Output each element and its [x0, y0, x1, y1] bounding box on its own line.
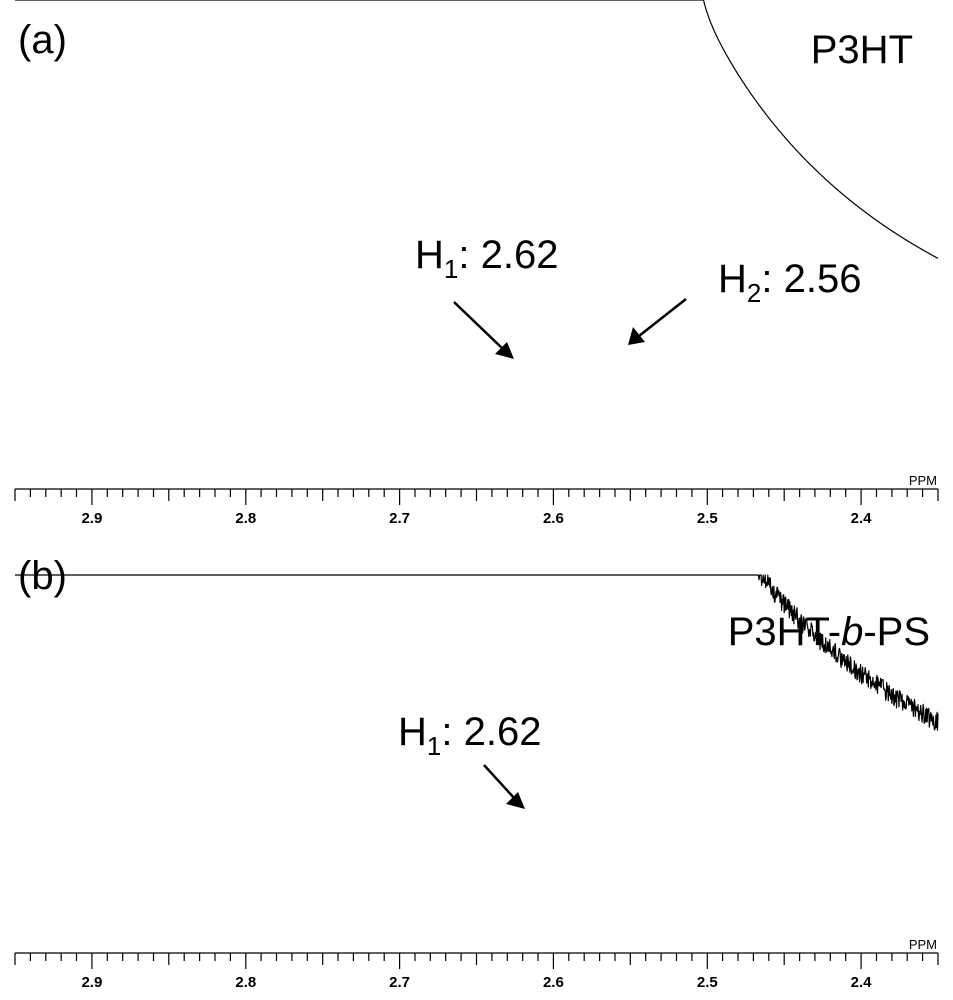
panel-b-spectrum-line	[14, 574, 939, 731]
panel-a-sample-label: P3HT	[811, 28, 913, 72]
panel-b-h1-arrowhead	[506, 792, 525, 809]
panel-a-h1-label: H1: 2.62	[415, 233, 558, 284]
tick-label: 2.5	[697, 974, 718, 991]
panel-b-ticks: 2.9 2.8 2.7 2.6 2.5 2.4	[14, 953, 939, 991]
panel-a-label: (a)	[18, 18, 67, 62]
tick-label: 2.6	[543, 974, 564, 991]
panel-a-h2-arrowhead	[628, 327, 645, 345]
tick-label: 2.4	[851, 510, 873, 527]
tick-label: 2.5	[697, 510, 718, 527]
panel-b-h1-annotation: H1: 2.62	[398, 710, 541, 809]
panel-b-label: (b)	[18, 554, 67, 598]
tick-label: 2.7	[389, 974, 410, 991]
panel-a-ticks: 2.9 2.8 2.7 2.6 2.5 2.4	[14, 489, 939, 527]
tick-label: 2.9	[81, 510, 102, 527]
tick-label: 2.6	[543, 510, 564, 527]
panel-b-sample-label: P3HT-b-PS	[728, 610, 930, 654]
panel-a-h1-annotation: H1: 2.62	[415, 233, 558, 359]
panel-a-h1-arrow-line	[453, 301, 504, 350]
panel-b-x-axis: 2.9 2.8 2.7 2.6 2.5 2.4 PPM	[14, 937, 939, 991]
panel-b-axis-unit: PPM	[909, 937, 937, 952]
tick-label: 2.8	[235, 974, 256, 991]
panel-a-h2-annotation: H2: 2.56	[628, 257, 861, 345]
panel-a-axis-unit: PPM	[909, 473, 937, 488]
tick-label: 2.4	[851, 974, 873, 991]
panel-b-h1-arrow-line	[483, 764, 516, 800]
panel-a-spectrum-line	[14, 0, 939, 259]
panel-a-x-axis: 2.9 2.8 2.7 2.6 2.5 2.4 PPM	[14, 473, 939, 527]
panel-a: (a) P3HT H1: 2.62 H2: 2.56 2.9 2.8 2.7 2.6 2…	[14, 0, 939, 527]
panel-b: (b) P3HT-b-PS H1: 2.62 2.9 2.8 2.7 2.6 2.5 2.…	[14, 554, 939, 991]
tick-label: 2.8	[235, 510, 256, 527]
panel-a-h2-arrow-line	[638, 298, 687, 337]
tick-label: 2.9	[81, 974, 102, 991]
panel-a-h1-arrowhead	[495, 342, 514, 359]
panel-a-h2-label: H2: 2.56	[718, 257, 861, 308]
tick-label: 2.7	[389, 510, 410, 527]
panel-b-h1-label: H1: 2.62	[398, 710, 541, 761]
